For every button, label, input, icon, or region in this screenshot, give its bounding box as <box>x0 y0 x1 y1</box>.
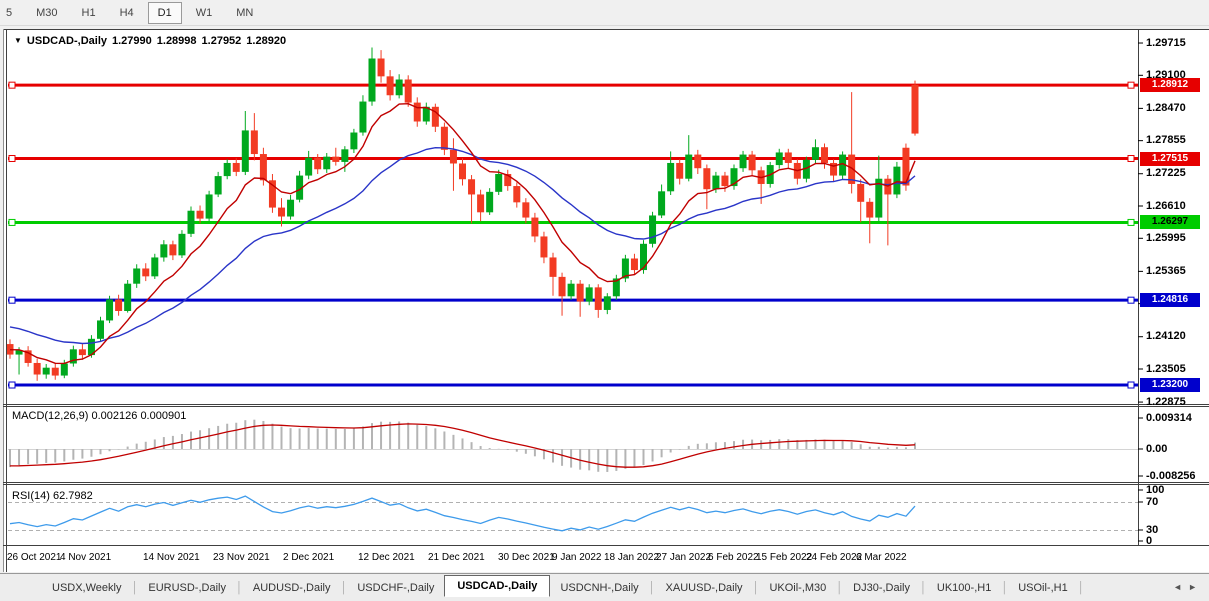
timeframe-button-w1[interactable]: W1 <box>195 6 213 19</box>
date-label-2-dec-2021: 2 Dec 2021 <box>283 552 335 563</box>
date-label-6-mar-2022: 6 Mar 2022 <box>856 552 907 563</box>
rsi-axis-tick: 30 <box>1146 523 1159 536</box>
date-label-9-jan-2022: 9 Jan 2022 <box>552 552 602 563</box>
ohlc-high: 1.28998 <box>156 35 197 47</box>
rsi-axis-tick: 100 <box>1146 483 1165 496</box>
tab-separator: │ <box>836 581 844 594</box>
price-axis-tick: 1.23505 <box>1146 362 1186 375</box>
price-badge-1.27515: 1.27515 <box>1140 151 1200 166</box>
timeframe-button-h4[interactable]: H4 <box>119 6 134 19</box>
hline-handle-left[interactable] <box>8 81 16 89</box>
tab-usdcad-daily[interactable]: USDCAD-,Daily <box>444 575 551 597</box>
tab-uk100-h1[interactable]: UK100-,H1 <box>936 581 992 594</box>
ohlc-low: 1.27952 <box>201 35 242 47</box>
timeframe-button-mn[interactable]: MN <box>236 6 254 19</box>
tab-separator: │ <box>1077 581 1085 594</box>
macd-indicator-label: MACD(12,26,9) 0.002126 0.000901 <box>12 410 187 422</box>
macd-axis-tick: 0.009314 <box>1146 411 1192 424</box>
date-label-18-jan-2022: 18 Jan 2022 <box>604 552 660 563</box>
price-axis-tick: 1.22875 <box>1146 395 1186 408</box>
tab-eurusd-daily[interactable]: EURUSD-,Daily <box>148 581 226 594</box>
timeframe-button-5[interactable]: 5 <box>6 6 13 19</box>
macd-main-value: 0.002126 <box>91 410 138 422</box>
tab-scroll-arrows[interactable]: ◄► <box>1173 582 1203 592</box>
price-axis-tick: 1.28470 <box>1146 101 1186 114</box>
date-label-14-nov-2021: 14 Nov 2021 <box>143 552 200 563</box>
price-badge-1.24816: 1.24816 <box>1140 293 1200 308</box>
tab-usdcnh-daily[interactable]: USDCNH-,Daily <box>560 581 639 594</box>
price-axis-tick: 1.29715 <box>1146 36 1186 49</box>
rsi-value: 62.7982 <box>52 490 93 502</box>
hline-handle-right[interactable] <box>1127 296 1135 304</box>
tab-separator: │ <box>648 581 656 594</box>
date-label-21-dec-2021: 21 Dec 2021 <box>428 552 485 563</box>
tab-ukoil-m30[interactable]: UKOil-,M30 <box>769 581 827 594</box>
tab-separator: │ <box>752 581 760 594</box>
hline-handle-left[interactable] <box>8 218 16 226</box>
date-label-26-oct-2021: 26 Oct 2021 <box>7 552 62 563</box>
tab-separator: │ <box>340 581 348 594</box>
hline-handle-left[interactable] <box>8 155 16 163</box>
tab-usdchf-daily[interactable]: USDCHF-,Daily <box>357 581 435 594</box>
timeframe-button-h1[interactable]: H1 <box>81 6 96 19</box>
tab-separator: │ <box>920 581 927 594</box>
date-label-24-feb-2022: 24 Feb 2022 <box>806 552 863 563</box>
hline-handle-right[interactable] <box>1127 381 1135 389</box>
hline-handle-left[interactable] <box>8 296 16 304</box>
date-label-12-dec-2021: 12 Dec 2021 <box>358 552 415 563</box>
hline-handle-right[interactable] <box>1127 155 1135 163</box>
price-axis-tick: 1.25995 <box>1146 231 1186 244</box>
date-label-15-feb-2022: 15 Feb 2022 <box>756 552 813 563</box>
tab-separator: │ <box>1001 581 1009 594</box>
date-label-23-nov-2021: 23 Nov 2021 <box>213 552 270 563</box>
price-axis-tick: 1.27225 <box>1146 167 1186 180</box>
chart-menu-dropdown-icon[interactable]: ▼ <box>14 36 22 45</box>
timeframe-toolbar: 5 M30 H1 H4 D1 W1 MN <box>0 0 1209 26</box>
price-badge-1.28912: 1.28912 <box>1140 78 1200 93</box>
tab-audusd-daily[interactable]: AUDUSD-,Daily <box>252 581 331 594</box>
rsi-axis-tick: 0 <box>1146 534 1153 547</box>
timeframe-button-d1[interactable]: D1 <box>147 1 182 24</box>
hline-handle-right[interactable] <box>1127 218 1135 226</box>
rsi-indicator-label: RSI(14) 62.7982 <box>12 490 93 502</box>
chart-tab-bar: USDX,Weekly │ EURUSD-,Daily │ AUDUSD-,Daily │… <box>0 573 1209 601</box>
rsi-axis-tick: 70 <box>1146 495 1159 508</box>
ohlc-open: 1.27990 <box>112 35 152 47</box>
price-axis-tick: 1.24120 <box>1146 330 1186 343</box>
price-axis-tick: 1.25365 <box>1146 264 1186 277</box>
date-label-30-dec-2021: 30 Dec 2021 <box>498 552 555 563</box>
price-axis-tick: 1.29100 <box>1146 68 1186 81</box>
tab-separator: │ <box>235 581 243 594</box>
price-badge-1.23200: 1.23200 <box>1140 378 1200 392</box>
macd-axis-tick: -0.008256 <box>1146 469 1196 482</box>
macd-axis-tick: 0.00 <box>1146 442 1168 455</box>
tab-usoil-h1[interactable]: USOil-,H1 <box>1018 581 1068 594</box>
macd-signal-value: 0.000901 <box>140 410 187 422</box>
tab-scroll-left-icon: ◄ <box>1173 582 1189 592</box>
ohlc-close: 1.28920 <box>246 35 287 47</box>
tab-xauusd-daily[interactable]: XAUUSD-,Daily <box>665 581 743 594</box>
chart-title: ▼ USDCAD-,Daily 1.27990 1.28998 1.27952 1.289… <box>14 35 286 47</box>
date-label-6-feb-2022: 6 Feb 2022 <box>708 552 759 563</box>
date-label-4-nov-2021: 4 Nov 2021 <box>60 552 112 563</box>
chart-symbol-label: USDCAD-,Daily <box>26 35 107 47</box>
timeframe-button-m30[interactable]: M30 <box>36 6 58 19</box>
tab-scroll-right-icon: ► <box>1188 582 1203 592</box>
hline-handle-right[interactable] <box>1127 81 1135 89</box>
price-axis-tick: 1.26610 <box>1146 199 1186 212</box>
tab-usdx-weekly[interactable]: USDX,Weekly <box>52 581 122 594</box>
price-axis-tick: 1.27855 <box>1146 134 1186 147</box>
tab-separator: │ <box>131 581 139 594</box>
price-badge-1.26297: 1.26297 <box>1140 215 1200 230</box>
date-label-27-jan-2022: 27 Jan 2022 <box>656 552 712 563</box>
tab-dj30-daily[interactable]: DJ30-,Daily <box>853 581 911 594</box>
hline-handle-left[interactable] <box>8 381 16 389</box>
